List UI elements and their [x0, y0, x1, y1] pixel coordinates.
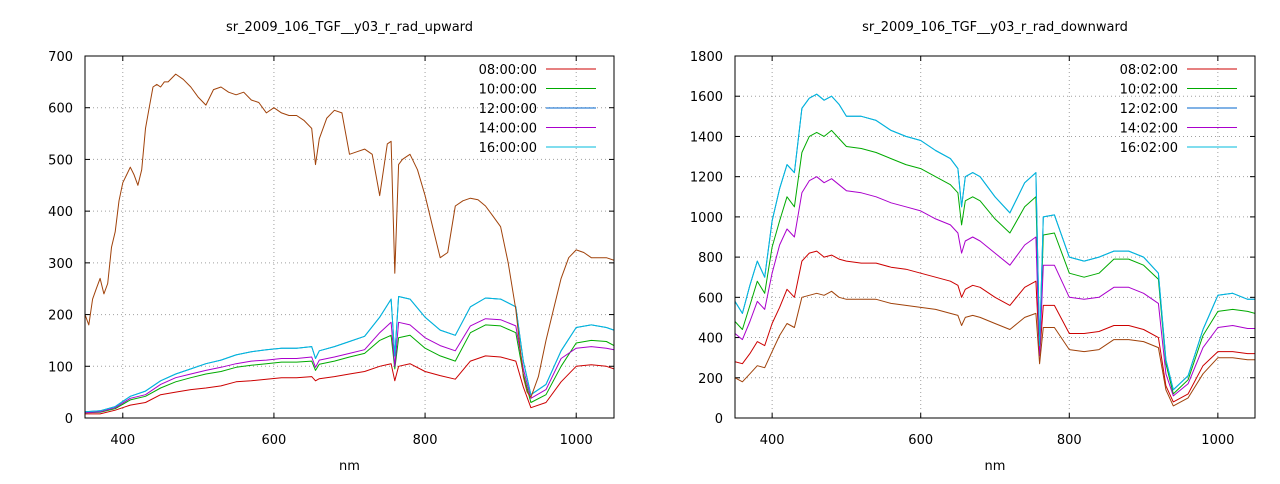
y-tick-label: 200 [698, 372, 723, 387]
legend-label: 16:00:00 [479, 141, 537, 156]
x-tick-label: 1000 [1201, 433, 1234, 448]
x-axis-label: nm [339, 459, 360, 474]
y-tick-label: 500 [48, 153, 73, 168]
plot-frame [84, 55, 615, 419]
legend-label: 12:02:00 [1120, 102, 1178, 117]
y-tick-label: 1400 [690, 130, 723, 145]
chart-title: sr_2009_106_TGF__y03_r_rad_downward [862, 20, 1128, 35]
x-tick-label: 800 [1057, 433, 1082, 448]
x-tick-label: 1000 [560, 433, 593, 448]
series-line-0 [735, 250, 1255, 403]
legend-label: 14:02:00 [1120, 122, 1178, 137]
x-tick-label: 600 [908, 433, 933, 448]
y-tick-label: 600 [48, 102, 73, 117]
x-tick-label: 400 [110, 433, 135, 448]
y-tick-label: 300 [48, 257, 73, 272]
y-tick-label: 600 [698, 291, 723, 306]
series-line-1 [735, 129, 1255, 395]
y-tick-label: 0 [65, 412, 73, 427]
legend-label: 14:00:00 [479, 122, 537, 137]
chart-title: sr_2009_106_TGF__y03_r_rad_upward [226, 20, 473, 35]
y-tick-label: 800 [698, 251, 723, 266]
y-tick-label: 1000 [690, 211, 723, 226]
y-tick-label: 200 [48, 309, 73, 324]
series-line-4 [735, 93, 1255, 391]
chart-panel-1: sr_2009_106_TGF__y03_r_rad_downward 0 200 4… [690, 20, 1256, 474]
series-line-1 [85, 324, 614, 414]
plot-area [85, 73, 614, 415]
y-tick-label: 400 [698, 332, 723, 347]
legend-label: 16:02:00 [1120, 141, 1178, 156]
plot-frame [734, 55, 1256, 419]
series-line-4 [85, 296, 614, 413]
x-tick-label: 800 [413, 433, 438, 448]
legend-label: 08:00:00 [479, 63, 537, 78]
series-line-3 [735, 176, 1255, 397]
series-line-5 [735, 290, 1255, 407]
y-tick-label: 1200 [690, 171, 723, 186]
y-tick-label: 1600 [690, 90, 723, 105]
y-tick-label: 1800 [690, 50, 723, 65]
legend-label: 10:02:00 [1120, 83, 1178, 98]
series-line-3 [85, 318, 614, 414]
legend-label: 08:02:00 [1120, 63, 1178, 78]
x-tick-label: 400 [760, 433, 785, 448]
series-line-2 [735, 93, 1255, 391]
series-line-5 [85, 73, 614, 398]
x-axis-label: nm [985, 459, 1006, 474]
y-tick-label: 400 [48, 205, 73, 220]
legend-label: 10:00:00 [479, 83, 537, 98]
y-tick-label: 100 [48, 360, 73, 375]
x-tick-label: 600 [262, 433, 287, 448]
y-tick-label: 700 [48, 50, 73, 65]
series-line-0 [85, 355, 614, 415]
legend-label: 12:00:00 [479, 102, 537, 117]
plot-area [735, 93, 1255, 407]
y-tick-label: 0 [715, 412, 723, 427]
chart-panel-0: sr_2009_106_TGF__y03_r_rad_upward 0 100 200… [48, 20, 615, 474]
